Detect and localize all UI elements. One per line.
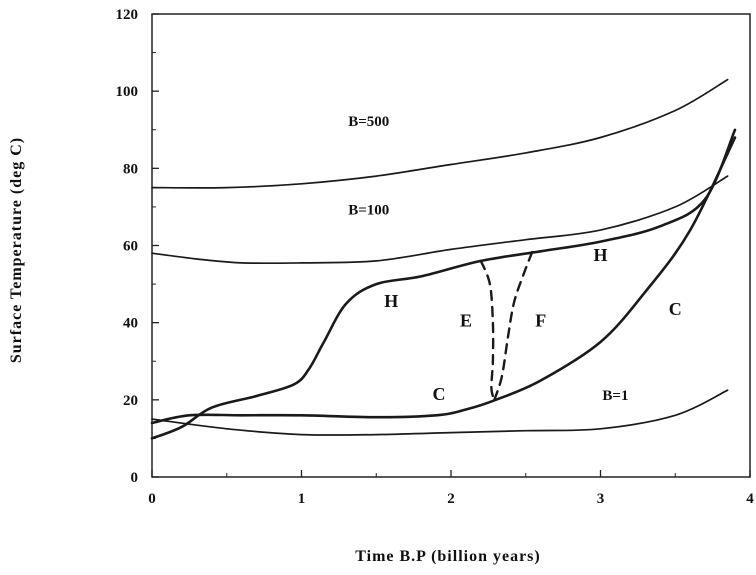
x-tick-label: 0: [148, 491, 156, 507]
y-tick-label: 120: [116, 7, 139, 23]
annotation-label: B=100: [348, 203, 389, 219]
annotation-label: F: [535, 311, 546, 331]
y-axis-title: Surface Temperature (deg C): [8, 137, 25, 363]
x-tick-label: 1: [298, 491, 306, 507]
y-tick-label: 60: [123, 239, 138, 255]
y-axis-ticks: 0 20 40 60 80 100 120: [116, 7, 159, 486]
series-lines: [150, 78, 737, 440]
series-line-c: [150, 136, 737, 425]
series-line-h: [150, 128, 737, 440]
series-line-b-100: [151, 175, 729, 265]
annotation-label: C: [433, 384, 446, 404]
annotation-label: C: [669, 299, 682, 319]
annotation-label: H: [593, 245, 607, 265]
plot-border: [151, 13, 751, 478]
curve-annotations: B=500 B=100 B=1 H H E F C C: [348, 114, 682, 404]
x-axis-ticks: 0 1 2 3 4: [148, 470, 754, 507]
y-tick-label: 100: [116, 84, 139, 100]
series-line-b-500: [151, 78, 729, 189]
annotation-label: B=1: [602, 388, 628, 404]
x-tick-label: 2: [447, 491, 455, 507]
annotation-label: E: [460, 311, 472, 331]
annotation-label: H: [384, 291, 398, 311]
x-tick-label: 3: [597, 491, 605, 507]
plot-frame: [151, 13, 751, 478]
y-tick-label: 80: [123, 161, 138, 177]
y-tick-label: 20: [123, 393, 138, 409]
annotation-label: B=500: [348, 114, 389, 130]
x-tick-label: 4: [746, 491, 754, 507]
y-tick-label: 0: [131, 470, 139, 486]
series-line-f: [493, 248, 535, 401]
y-tick-label: 40: [123, 316, 138, 332]
series-line-b-1: [151, 389, 729, 436]
x-axis-title: Time B.P (billion years): [355, 548, 540, 565]
series-line-e: [479, 259, 496, 401]
